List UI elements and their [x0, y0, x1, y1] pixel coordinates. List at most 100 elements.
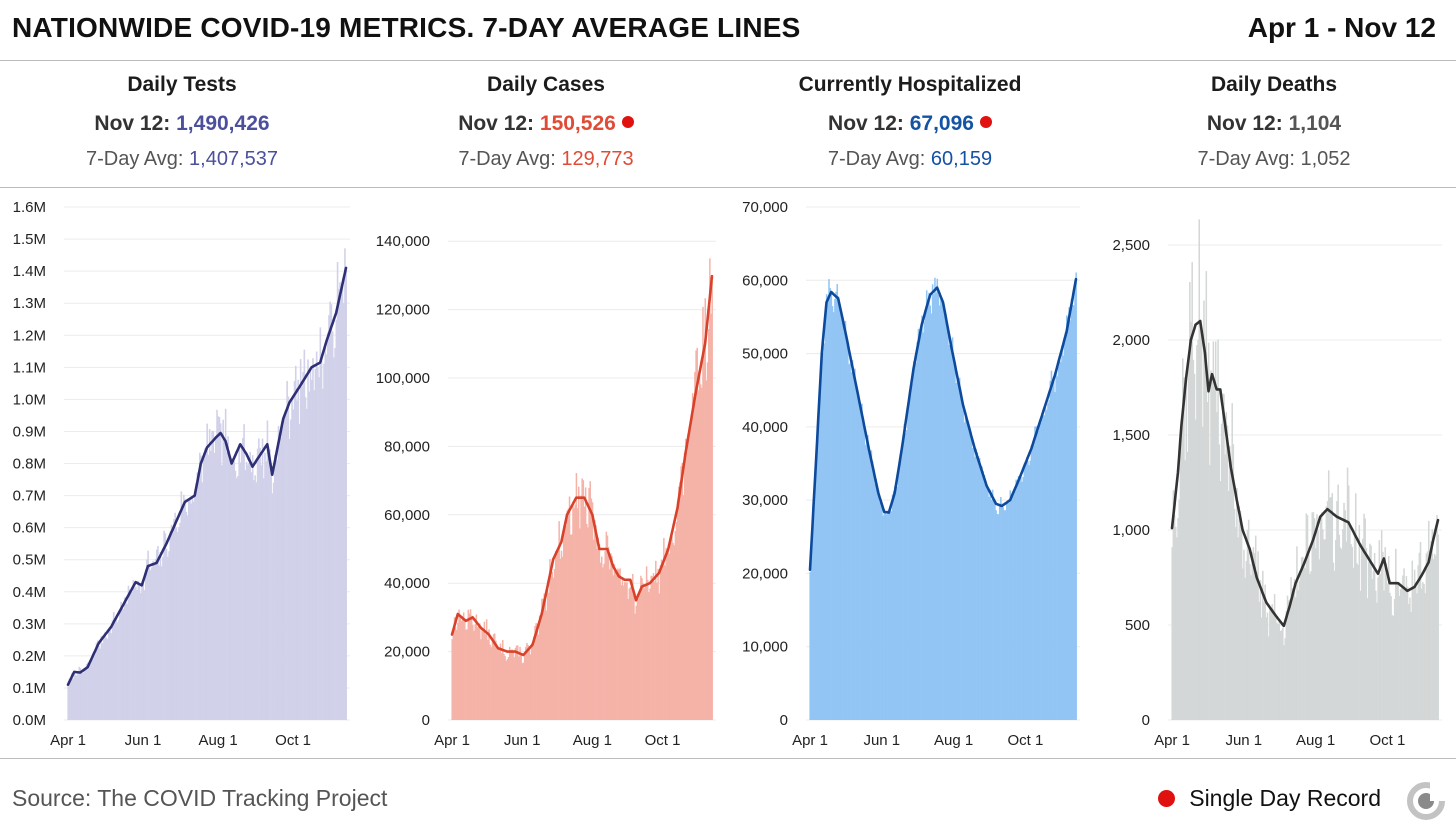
daily-bar — [1317, 530, 1319, 720]
daily-bar — [1405, 576, 1408, 720]
daily-bar — [1193, 373, 1196, 720]
daily-bar — [988, 496, 990, 720]
daily-bar — [334, 347, 336, 720]
y-tick-label: 0.7M — [13, 488, 46, 505]
y-tick-label: 500 — [1125, 617, 1150, 634]
daily-bar — [1172, 490, 1175, 720]
daily-bar — [226, 452, 228, 720]
x-tick-label: Jun 1 — [863, 732, 900, 749]
daily-bar — [666, 551, 669, 720]
daily-bar — [1017, 475, 1020, 720]
daily-bar — [597, 537, 600, 720]
y-tick-label: 0.4M — [13, 584, 46, 601]
daily-bar — [1244, 577, 1246, 720]
daily-bar — [1312, 512, 1315, 720]
daily-bar — [111, 620, 114, 720]
daily-bar — [476, 627, 479, 720]
daily-bar — [78, 666, 81, 720]
daily-bar — [974, 456, 976, 720]
daily-bar — [1398, 595, 1401, 720]
daily-bar — [71, 673, 73, 720]
daily-bar — [1349, 524, 1351, 720]
daily-bar — [842, 321, 844, 720]
daily-bar — [456, 629, 458, 720]
date-range: Apr 1 - Nov 12 — [1247, 12, 1436, 43]
daily-bar — [1435, 555, 1437, 720]
daily-bar — [280, 437, 282, 720]
daily-bar — [340, 293, 343, 720]
daily-bar — [246, 464, 249, 720]
daily-bar — [67, 686, 69, 720]
daily-bar — [512, 651, 514, 720]
daily-bar — [485, 619, 488, 720]
daily-bar — [1232, 444, 1235, 720]
daily-bar — [1364, 518, 1366, 720]
x-tick-label: Jun 1 — [1225, 732, 1262, 749]
y-tick-label: 40,000 — [742, 419, 788, 436]
daily-bar — [473, 630, 475, 720]
daily-bar — [159, 551, 162, 720]
stat-avg-value: 1,052 — [1300, 148, 1351, 170]
daily-bar — [511, 649, 513, 720]
daily-bar — [151, 567, 153, 720]
daily-bar — [202, 457, 205, 720]
daily-bar — [998, 503, 1001, 720]
daily-bar — [1404, 589, 1406, 720]
daily-bar — [592, 539, 595, 720]
daily-bar — [319, 327, 322, 720]
daily-bar — [1383, 590, 1385, 720]
y-tick-label: 2,500 — [1112, 237, 1150, 254]
daily-bar — [671, 535, 673, 720]
daily-bar — [164, 533, 167, 720]
daily-bar — [1346, 467, 1349, 720]
daily-bar — [1340, 549, 1343, 720]
daily-bar — [157, 546, 159, 720]
daily-bar — [954, 369, 956, 720]
stat-avg-value: 60,159 — [930, 148, 993, 170]
daily-bar — [1173, 514, 1176, 720]
daily-bar — [317, 367, 319, 720]
daily-bar — [852, 368, 855, 720]
daily-bar — [1034, 426, 1036, 720]
daily-bar — [632, 573, 634, 720]
daily-bar — [644, 585, 647, 720]
daily-bar — [155, 549, 158, 720]
daily-bar — [1260, 617, 1263, 720]
daily-bar — [878, 501, 881, 720]
daily-bar — [1419, 541, 1422, 720]
daily-bar — [1204, 365, 1206, 720]
daily-bar — [517, 645, 519, 720]
y-tick-label: 50,000 — [742, 346, 788, 363]
daily-bar — [622, 585, 625, 720]
daily-bar — [69, 677, 72, 720]
daily-bar — [888, 512, 890, 720]
daily-bar — [663, 538, 665, 720]
daily-bar — [130, 592, 132, 720]
daily-bar — [169, 531, 172, 720]
daily-bar — [1258, 601, 1261, 720]
daily-bar — [322, 388, 324, 720]
daily-bar — [1198, 219, 1201, 720]
y-tick-label: 0 — [1142, 712, 1150, 729]
daily-bar — [921, 315, 923, 720]
daily-bar — [454, 627, 457, 720]
daily-bar — [1251, 552, 1253, 720]
daily-bar — [1212, 341, 1215, 720]
daily-bar — [540, 619, 542, 720]
daily-bar — [221, 465, 223, 720]
daily-bar — [553, 568, 556, 720]
daily-bar — [1331, 493, 1334, 720]
daily-bar — [299, 359, 302, 720]
daily-bar — [482, 631, 484, 720]
daily-bar — [203, 448, 206, 720]
daily-bar — [1282, 627, 1284, 720]
x-tick-label: Oct 1 — [275, 732, 311, 749]
daily-bar — [1000, 496, 1002, 720]
daily-bar — [1392, 615, 1395, 720]
daily-bar — [574, 504, 577, 720]
daily-bar — [1211, 374, 1213, 720]
daily-bar — [581, 478, 583, 720]
daily-bar — [566, 510, 568, 720]
daily-bar — [598, 543, 601, 720]
x-tick-label: Oct 1 — [1007, 732, 1043, 749]
